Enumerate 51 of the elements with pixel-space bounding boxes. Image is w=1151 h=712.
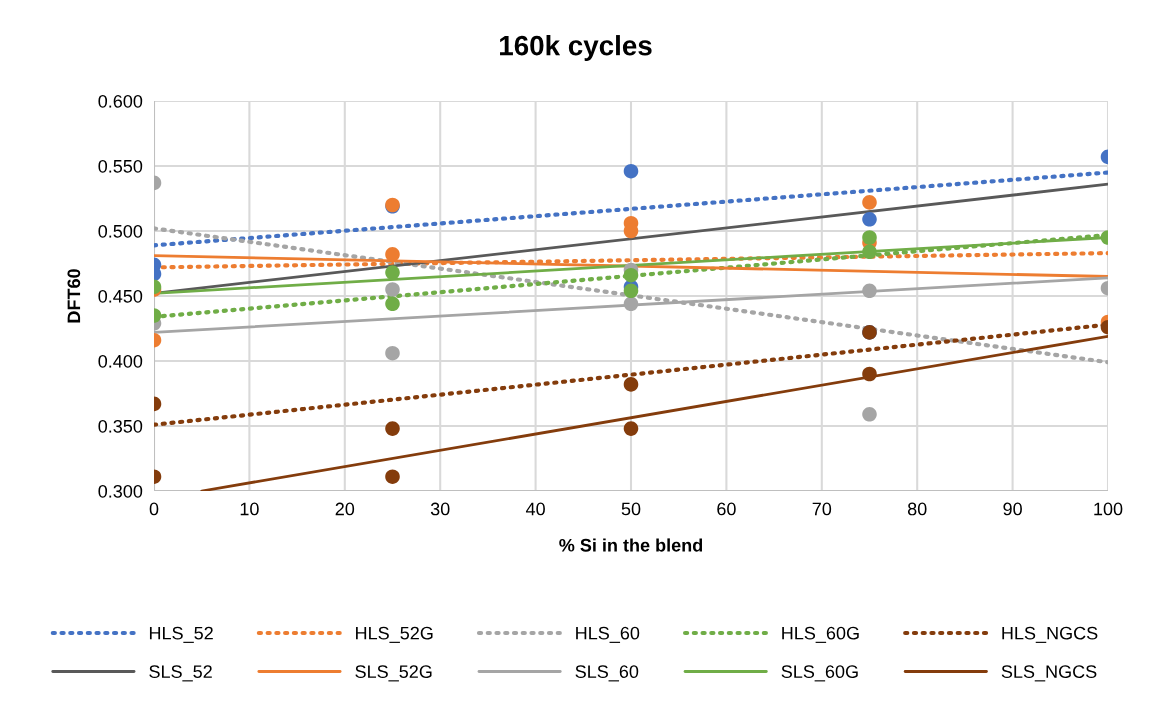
- point: [623, 377, 639, 392]
- legend-label: SLS_NGCS: [1001, 665, 1097, 682]
- x-tick-label: 80: [907, 502, 927, 516]
- x-tick-label: 60: [717, 502, 736, 516]
- legend-label: HLS_52G: [356, 626, 433, 643]
- y-tick-label: 0.450: [98, 289, 143, 303]
- x-axis-title: % Si in the blend: [559, 538, 703, 552]
- point: [385, 265, 400, 280]
- y-tick-label: 0.300: [98, 484, 143, 498]
- y-tick-label: 0.400: [98, 354, 143, 368]
- point: [862, 212, 877, 227]
- x-tick-label: 70: [812, 502, 832, 516]
- y-axis-title: DFT60: [67, 269, 81, 323]
- point: [862, 366, 877, 382]
- legend-label: HLS_60: [576, 626, 640, 643]
- legend-label: SLS_52G: [355, 665, 432, 682]
- y-tick-label: 0.350: [98, 419, 143, 433]
- x-tick-label: 0: [149, 502, 159, 516]
- legend-label: HLS_60G: [782, 626, 859, 643]
- point: [385, 469, 400, 484]
- point: [623, 163, 639, 179]
- legend-label: HLS_NGCS: [1002, 626, 1098, 643]
- point: [385, 421, 400, 436]
- y-tick-label: 0.600: [98, 94, 143, 108]
- point: [862, 283, 877, 299]
- y-tick-label: 0.550: [98, 159, 143, 173]
- x-tick-label: 90: [1003, 502, 1022, 516]
- x-tick-label: 30: [430, 502, 450, 516]
- x-tick-label: 100: [1094, 502, 1123, 516]
- point: [623, 296, 639, 312]
- point: [385, 345, 400, 361]
- legend-label: SLS_52: [149, 665, 212, 682]
- legend-label: SLS_60: [575, 665, 639, 682]
- legend-label: HLS_52: [149, 626, 213, 643]
- point: [623, 421, 639, 436]
- x-tick-label: 20: [335, 502, 355, 516]
- point: [623, 283, 639, 299]
- point: [385, 296, 400, 312]
- x-tick-label: 40: [525, 502, 545, 516]
- x-tick-label: 50: [621, 502, 641, 516]
- point: [623, 267, 639, 283]
- point: [385, 247, 400, 262]
- point: [385, 282, 400, 297]
- point: [862, 195, 877, 210]
- chart-title: 160k cycles: [500, 35, 652, 61]
- y-tick-label: 0.500: [98, 224, 143, 238]
- point: [862, 230, 877, 245]
- x-tick-label: 10: [240, 502, 259, 516]
- point: [862, 244, 877, 260]
- legend-label: SLS_60G: [781, 665, 858, 682]
- point: [862, 407, 877, 422]
